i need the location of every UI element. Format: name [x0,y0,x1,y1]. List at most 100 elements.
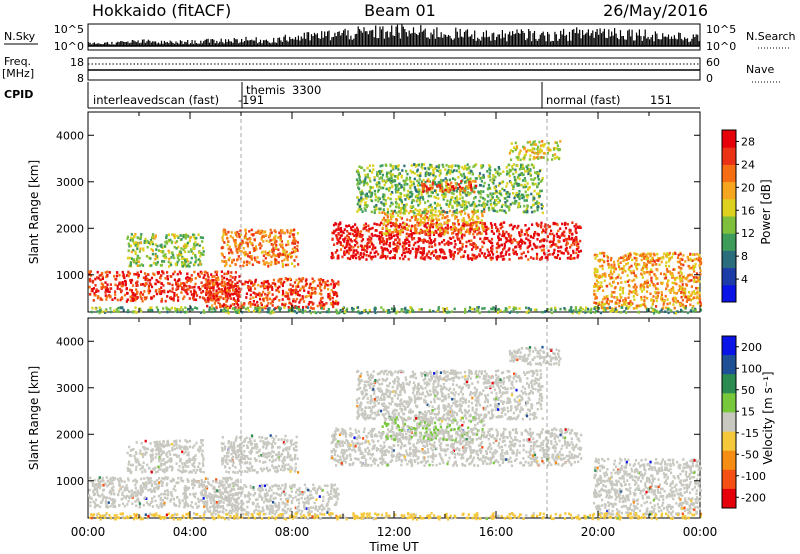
power-cell [640,296,643,299]
power-cell [365,258,368,261]
power-cell [461,199,464,203]
power-cell [394,230,397,233]
power-cell [378,237,381,240]
nsky-bar [124,42,126,46]
power-cell [293,265,296,268]
power-cell [370,240,373,244]
nsky-bar [447,34,450,46]
nsky-bar [480,40,482,46]
power-cell [435,226,438,229]
power-cell [385,242,388,246]
nsky-bar [319,38,321,46]
power-cell [252,291,255,294]
power-cell [252,300,255,303]
power-cell [228,251,231,255]
power-cell [237,233,241,236]
power-cell [460,186,463,190]
power-cell [460,235,463,239]
power-cell [105,298,108,301]
nsky-bar [404,29,406,46]
power-cell [128,256,131,260]
power-cell [296,241,299,244]
power-cell [507,206,510,209]
nsky-bar [644,29,646,46]
power-cell [465,194,468,197]
power-cell [185,280,188,284]
power-cell [366,166,369,170]
power-cell [500,193,503,197]
power-cell [232,288,235,291]
power-cell [279,238,282,242]
power-cell [254,248,257,252]
power-cell [413,172,416,175]
power-cell [456,238,459,241]
power-cell [398,238,401,241]
power-cell [608,266,611,269]
nsky-bar [440,32,442,46]
nsky-bar [102,44,104,46]
power-cell [363,224,366,227]
power-cell [537,194,540,197]
nsky-bar [596,29,598,46]
power-cell [645,267,649,270]
power-cell [509,203,512,206]
power-cell [95,290,98,293]
nsky-bar [156,43,158,46]
power-cell [428,187,431,190]
power-cell [272,297,275,301]
power-cell [237,255,240,258]
power-cell [359,233,362,236]
power-cell [454,217,457,220]
power-cell [215,277,218,280]
power-cell [293,242,297,245]
power-cell [403,183,406,186]
power-cell [269,232,272,235]
power-cell [336,242,339,245]
power-cell [96,276,99,279]
power-cell [262,235,265,239]
power-cell [465,207,468,210]
cpid-mode-1-id: -191 [238,93,264,107]
power-cell [594,275,598,279]
power-cell [225,300,228,303]
power-cell [642,266,645,270]
power-cell [539,225,543,229]
power-cell [154,282,157,286]
power-cell [160,292,163,295]
power-cell [192,246,195,250]
power-cell [475,163,478,166]
power-cell [381,195,384,199]
power-cell [508,240,511,243]
power-cell [395,190,398,194]
power-cell [386,219,389,222]
nsky-bar [141,39,144,46]
power-cell [151,240,154,244]
power-cell [183,264,186,267]
power-cell [443,216,446,219]
power-cell [409,180,412,184]
power-cell [476,225,479,229]
power-cell [260,281,263,285]
power-cell [403,186,406,190]
power-cell [695,272,699,275]
power-cell [226,290,229,293]
power-cell [330,252,334,255]
power-cell [246,286,250,290]
power-cell [668,253,671,256]
power-cell [453,245,456,249]
power-cell [429,214,432,218]
power-cell [138,256,141,260]
power-cell [161,246,164,249]
power-cell [440,187,443,190]
power-cell [211,299,214,302]
power-cell [357,186,360,189]
power-cell [290,302,293,306]
power-cell [497,238,501,242]
power-cell [276,286,280,290]
power-cell [410,183,414,187]
power-cell [370,232,373,236]
power-cell [193,285,196,289]
power-cell [413,185,416,189]
power-cell [183,243,186,246]
power-cell [142,276,145,280]
